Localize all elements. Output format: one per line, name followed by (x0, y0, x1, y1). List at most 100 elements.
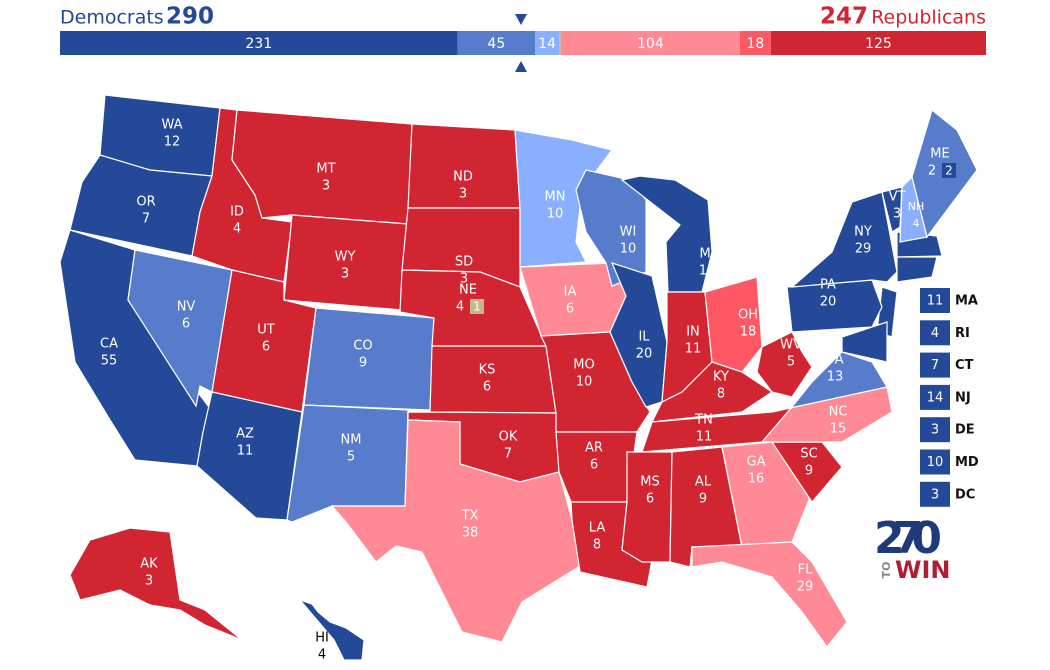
state-abbr: VT (889, 190, 906, 205)
state-shape (514, 129, 614, 268)
rep-label: Republicans (871, 7, 986, 29)
state-votes: 11 (696, 430, 713, 445)
state-shape (771, 351, 888, 413)
state-votes: 16 (699, 264, 716, 279)
state-abbr: AK (140, 557, 158, 572)
small-state-votes: 4 (931, 326, 939, 341)
state-votes: 38 (462, 526, 479, 541)
dem-label: Democrats (60, 7, 164, 29)
bar-value: 125 (865, 36, 892, 52)
state-votes: 16 (748, 472, 765, 487)
bar-value: 14 (538, 36, 556, 52)
state-votes: 4 (318, 648, 326, 663)
states (59, 94, 978, 661)
small-state-votes: 14 (927, 390, 944, 405)
bar-value: 231 (245, 36, 272, 52)
state-abbr: GA (747, 455, 766, 470)
district-box (470, 299, 484, 314)
state-abbr: NC (829, 405, 848, 420)
state-abbr: ME (930, 147, 949, 162)
state-votes: 4 (456, 300, 464, 315)
state-abbr: MN (545, 190, 566, 205)
state-votes: 9 (805, 464, 813, 479)
small-state-votes: 3 (931, 423, 939, 438)
rep-total: 247 (820, 4, 868, 30)
state-abbr: IA (564, 285, 577, 300)
state-shape (790, 191, 898, 288)
state-abbr: WY (335, 250, 356, 265)
state-abbr: FL (798, 563, 813, 578)
state-votes: 29 (797, 580, 814, 595)
small-state-abbr: CT (955, 358, 974, 373)
state-votes: 3 (459, 187, 467, 202)
small-state-votes: 7 (931, 358, 939, 373)
logo-number: 270 (874, 513, 942, 564)
state-shape (621, 451, 673, 563)
small-state-box (920, 481, 950, 507)
state-votes: 3 (460, 272, 468, 287)
small-state-box (920, 384, 950, 410)
state-shape (303, 307, 435, 411)
state-shape (620, 175, 713, 293)
state-abbr: SD (455, 255, 473, 270)
state-votes: 12 (164, 135, 181, 150)
state-abbr: IL (638, 330, 650, 345)
state-abbr: SC (800, 447, 817, 462)
state-abbr: WA (161, 118, 182, 133)
majority-marker (515, 14, 527, 25)
state-votes: 8 (593, 538, 601, 553)
state-abbr: CA (100, 337, 118, 352)
state-abbr: NM (341, 433, 362, 448)
small-state-box (920, 417, 950, 443)
small-state-box (920, 449, 950, 475)
state-abbr: NY (854, 225, 872, 240)
state-votes: 5 (787, 355, 795, 370)
state-abbr: LA (589, 521, 606, 536)
state-votes: 4 (913, 217, 920, 230)
state-votes: 7 (504, 447, 512, 462)
district-votes: 2 (945, 164, 953, 178)
state-abbr: NV (177, 300, 196, 315)
bar-segment (560, 31, 740, 55)
state-votes: 13 (827, 370, 844, 385)
state-abbr: ND (453, 170, 473, 185)
state-abbr: KY (713, 370, 729, 385)
state-abbr: OR (136, 195, 155, 210)
state-votes: 2 (928, 164, 936, 179)
small-state-abbr: DE (955, 423, 975, 438)
state-votes: 3 (341, 267, 349, 282)
state-abbr: NH (908, 200, 925, 213)
state-shape (429, 345, 557, 414)
state-abbr: OH (738, 308, 758, 323)
small-state-abbr: RI (955, 326, 970, 341)
state-votes: 3 (145, 574, 153, 589)
state-votes: 18 (740, 325, 757, 340)
state-votes: 6 (646, 492, 654, 507)
state-votes: 15 (830, 422, 847, 437)
state-votes: 55 (101, 354, 118, 369)
small-state-abbr: MA (955, 294, 978, 309)
state-shape (896, 256, 938, 283)
state-votes: 6 (566, 302, 574, 317)
small-state-box (920, 352, 950, 378)
state-votes: 8 (717, 387, 725, 402)
logo: 270 TO WIN (874, 513, 951, 584)
bar-value: 104 (637, 36, 664, 52)
state-votes: 11 (237, 444, 254, 459)
state-abbr: TX (461, 509, 479, 524)
state-shape (756, 331, 813, 398)
labels: WA12OR7CA55NV6ID4MT3WY3UT6AZ11CO9NM5ND3S… (100, 118, 956, 663)
small-state-votes: 11 (927, 294, 944, 309)
state-votes: 6 (182, 317, 190, 332)
state-abbr: AL (695, 475, 712, 490)
state-votes: 10 (547, 207, 564, 222)
state-votes: 7 (142, 212, 150, 227)
state-abbr: AR (585, 441, 603, 456)
state-abbr: KS (479, 363, 496, 378)
state-votes: 3 (322, 179, 330, 194)
state-shape (69, 527, 243, 641)
small-state-votes: 3 (931, 487, 939, 502)
small-state-votes: 10 (927, 455, 944, 470)
bar-segment (739, 31, 771, 55)
